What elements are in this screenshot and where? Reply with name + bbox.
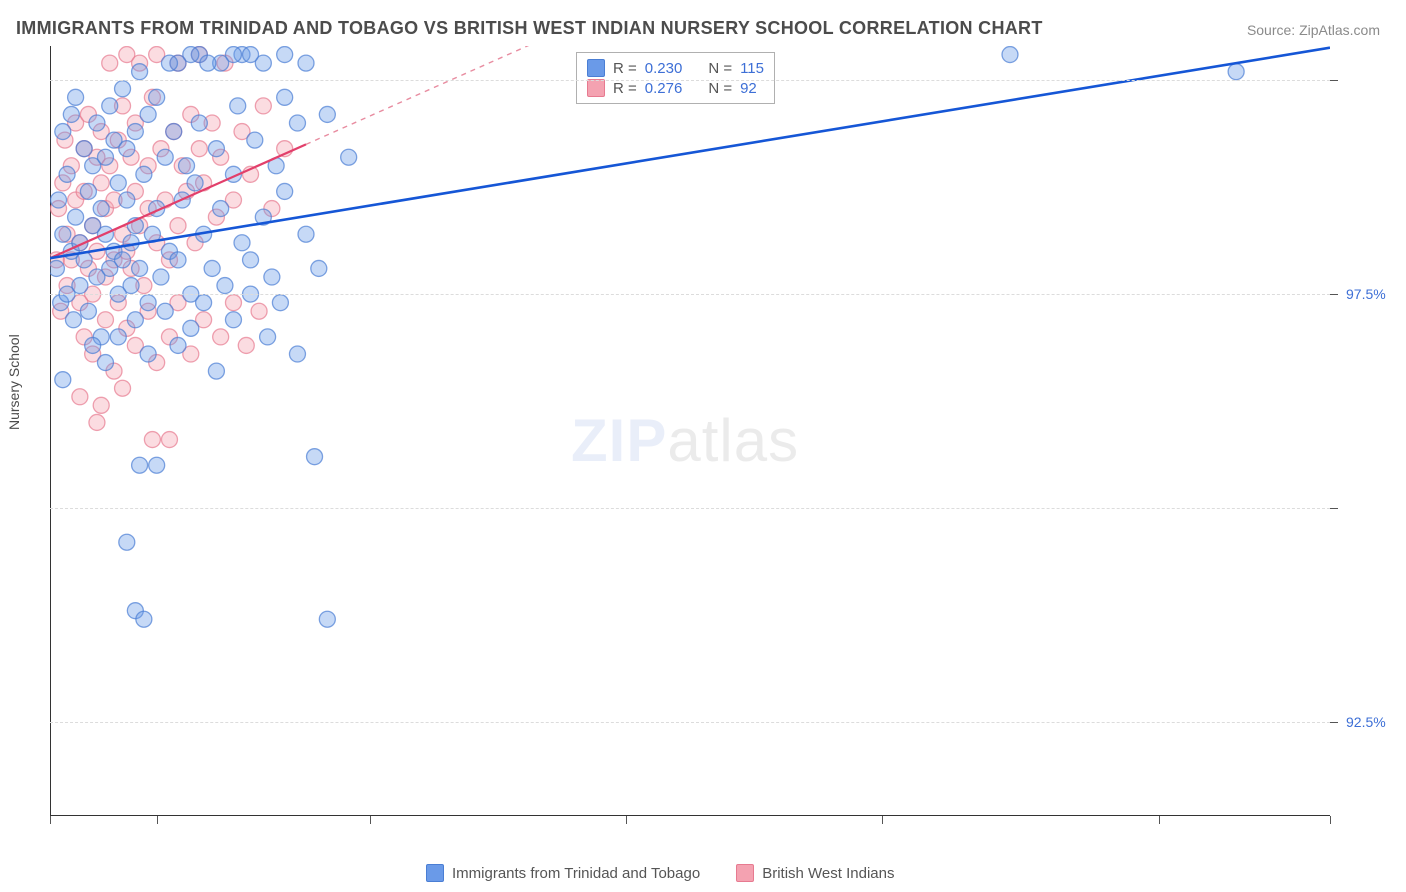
- x-tick-mark: [157, 816, 158, 824]
- legend-row-a: R = 0.230 N = 115: [587, 59, 764, 77]
- series-a-label: Immigrants from Trinidad and Tobago: [452, 865, 700, 882]
- n-label-b: N =: [708, 80, 732, 97]
- watermark-zip: ZIP: [571, 407, 667, 474]
- swatch-bottom-b: [736, 864, 754, 882]
- x-tick-mark: [882, 816, 883, 824]
- swatch-b: [587, 79, 605, 97]
- watermark: ZIPatlas: [571, 406, 799, 475]
- y-tick-label: 92.5%: [1346, 714, 1386, 730]
- legend-correlation: R = 0.230 N = 115 R = 0.276 N = 92: [576, 52, 775, 104]
- n-label-a: N =: [708, 60, 732, 77]
- plot-area: ZIPatlas: [50, 46, 1330, 816]
- chart-title: IMMIGRANTS FROM TRINIDAD AND TOBAGO VS B…: [16, 18, 1043, 39]
- grid-line: [50, 80, 1330, 81]
- legend-item-a: Immigrants from Trinidad and Tobago: [426, 864, 700, 882]
- legend-item-b: British West Indians: [736, 864, 894, 882]
- y-tick-mark: [1330, 508, 1338, 509]
- x-tick-mark: [370, 816, 371, 824]
- series-b-label: British West Indians: [762, 865, 894, 882]
- swatch-a: [587, 59, 605, 77]
- r-label-a: R =: [613, 60, 637, 77]
- source-label: Source: ZipAtlas.com: [1247, 22, 1380, 38]
- grid-line: [50, 294, 1330, 295]
- legend-series: Immigrants from Trinidad and Tobago Brit…: [426, 864, 894, 882]
- x-tick-mark: [1330, 816, 1331, 824]
- grid-line: [50, 722, 1330, 723]
- n-value-a: 115: [740, 60, 764, 77]
- legend-row-b: R = 0.276 N = 92: [587, 79, 764, 97]
- x-tick-mark: [626, 816, 627, 824]
- y-axis-label: Nursery School: [6, 334, 22, 430]
- y-tick-mark: [1330, 722, 1338, 723]
- r-value-a: 0.230: [645, 60, 683, 77]
- watermark-atlas: atlas: [667, 407, 799, 474]
- n-value-b: 92: [740, 80, 757, 97]
- swatch-bottom-a: [426, 864, 444, 882]
- x-tick-mark: [1159, 816, 1160, 824]
- r-label-b: R =: [613, 80, 637, 97]
- grid-line: [50, 508, 1330, 509]
- x-tick-mark: [50, 816, 51, 824]
- chart-container: IMMIGRANTS FROM TRINIDAD AND TOBAGO VS B…: [0, 0, 1406, 892]
- y-tick-label: 97.5%: [1346, 286, 1386, 302]
- y-tick-mark: [1330, 294, 1338, 295]
- r-value-b: 0.276: [645, 80, 683, 97]
- y-tick-mark: [1330, 80, 1338, 81]
